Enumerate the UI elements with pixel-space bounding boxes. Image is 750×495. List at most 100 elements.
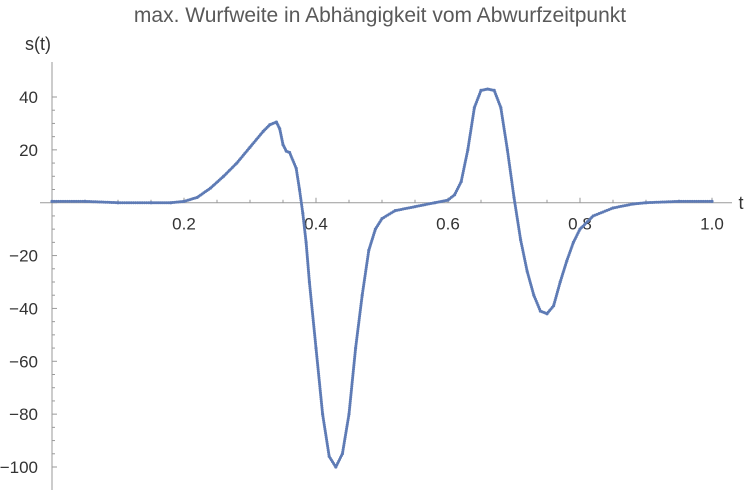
data-point (180, 200, 184, 204)
y-axis-label: s(t) (25, 34, 51, 54)
data-point (531, 291, 535, 295)
data-point (558, 282, 562, 286)
data-point (498, 104, 502, 108)
data-point (391, 210, 395, 214)
tick-group: 0.2 0.4 0.6 0.8 1.0 40 20 −20 −40 −60 −80 −100 (0, 88, 724, 477)
data-point (233, 163, 237, 167)
data-point (61, 199, 65, 203)
x-tick-label: 0.8 (568, 215, 592, 234)
data-point (629, 202, 633, 206)
data-point (681, 199, 685, 203)
data-point (207, 187, 211, 191)
y-tick-label: 20 (19, 141, 38, 160)
data-point (379, 218, 383, 222)
data-point (688, 199, 692, 203)
data-point (571, 242, 575, 246)
y-tick-label: −60 (9, 352, 38, 371)
data-point (444, 198, 448, 202)
data-point (281, 141, 285, 145)
data-point (686, 199, 690, 203)
data-point (120, 201, 124, 205)
data-point (129, 201, 133, 205)
data-point (451, 194, 455, 198)
data-point (690, 199, 694, 203)
data-point (695, 199, 699, 203)
data-point (220, 176, 224, 180)
data-point (266, 124, 270, 128)
data-point (293, 164, 297, 168)
data-point (314, 344, 318, 348)
data-point (145, 201, 149, 205)
data-point (68, 199, 72, 203)
data-point (54, 199, 58, 203)
data-point (697, 199, 701, 203)
data-point (675, 199, 679, 203)
data-point (118, 201, 122, 205)
data-point (273, 121, 277, 125)
data-point (63, 199, 67, 203)
data-point (277, 125, 281, 129)
data-point (81, 199, 85, 203)
data-point (297, 185, 301, 189)
data-point (701, 199, 705, 203)
data-point (684, 199, 688, 203)
x-tick-label: 0.4 (304, 215, 328, 234)
data-point (307, 278, 311, 282)
data-point (360, 295, 364, 299)
data-point (123, 201, 127, 205)
data-point (366, 250, 370, 254)
x-tick-label: 1.0 (700, 215, 724, 234)
data-point (147, 201, 151, 205)
data-point (79, 199, 83, 203)
data-point (590, 215, 594, 219)
y-tick-label: −80 (9, 405, 38, 424)
data-point (304, 238, 308, 242)
data-point (525, 267, 529, 271)
data-point (131, 201, 135, 205)
data-point (484, 87, 488, 91)
x-axis-label: t (738, 193, 743, 213)
data-point (142, 201, 146, 205)
data-point (458, 181, 462, 185)
data-point (70, 199, 74, 203)
data-point (543, 311, 547, 315)
data-point (699, 199, 703, 203)
data-point (505, 146, 509, 150)
data-point (692, 199, 696, 203)
data-point (247, 147, 251, 151)
data-point (283, 148, 287, 152)
data-point (320, 410, 324, 414)
data-point (550, 305, 554, 309)
data-point (167, 201, 171, 205)
data-point (57, 199, 61, 203)
y-tick-label: −40 (9, 299, 38, 318)
data-point (538, 307, 542, 311)
data-point (373, 229, 377, 233)
data-point (706, 199, 710, 203)
data-point (65, 199, 69, 203)
data-point (703, 199, 707, 203)
data-point (76, 199, 80, 203)
data-point (679, 199, 683, 203)
data-point (72, 199, 76, 203)
data-point (301, 209, 304, 213)
data-point (286, 150, 290, 154)
data-point (127, 201, 131, 205)
data-point (327, 452, 331, 456)
data-point (260, 131, 264, 135)
data-point (136, 201, 140, 205)
y-tick-label: −100 (0, 458, 38, 477)
y-tick-label: 40 (19, 88, 38, 107)
data-point (710, 199, 714, 203)
data-point (518, 236, 522, 240)
chart-title: max. Wurfweite in Abhängigkeit vom Abwur… (134, 4, 626, 27)
data-point (512, 193, 516, 197)
x-tick-label: 0.6 (436, 215, 460, 234)
data-point (52, 199, 56, 203)
data-point (193, 196, 197, 200)
data-point (564, 261, 568, 265)
data-point (609, 207, 613, 211)
data-point (577, 229, 581, 233)
